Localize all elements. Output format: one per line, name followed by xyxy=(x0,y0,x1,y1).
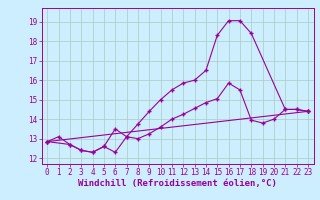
X-axis label: Windchill (Refroidissement éolien,°C): Windchill (Refroidissement éolien,°C) xyxy=(78,179,277,188)
